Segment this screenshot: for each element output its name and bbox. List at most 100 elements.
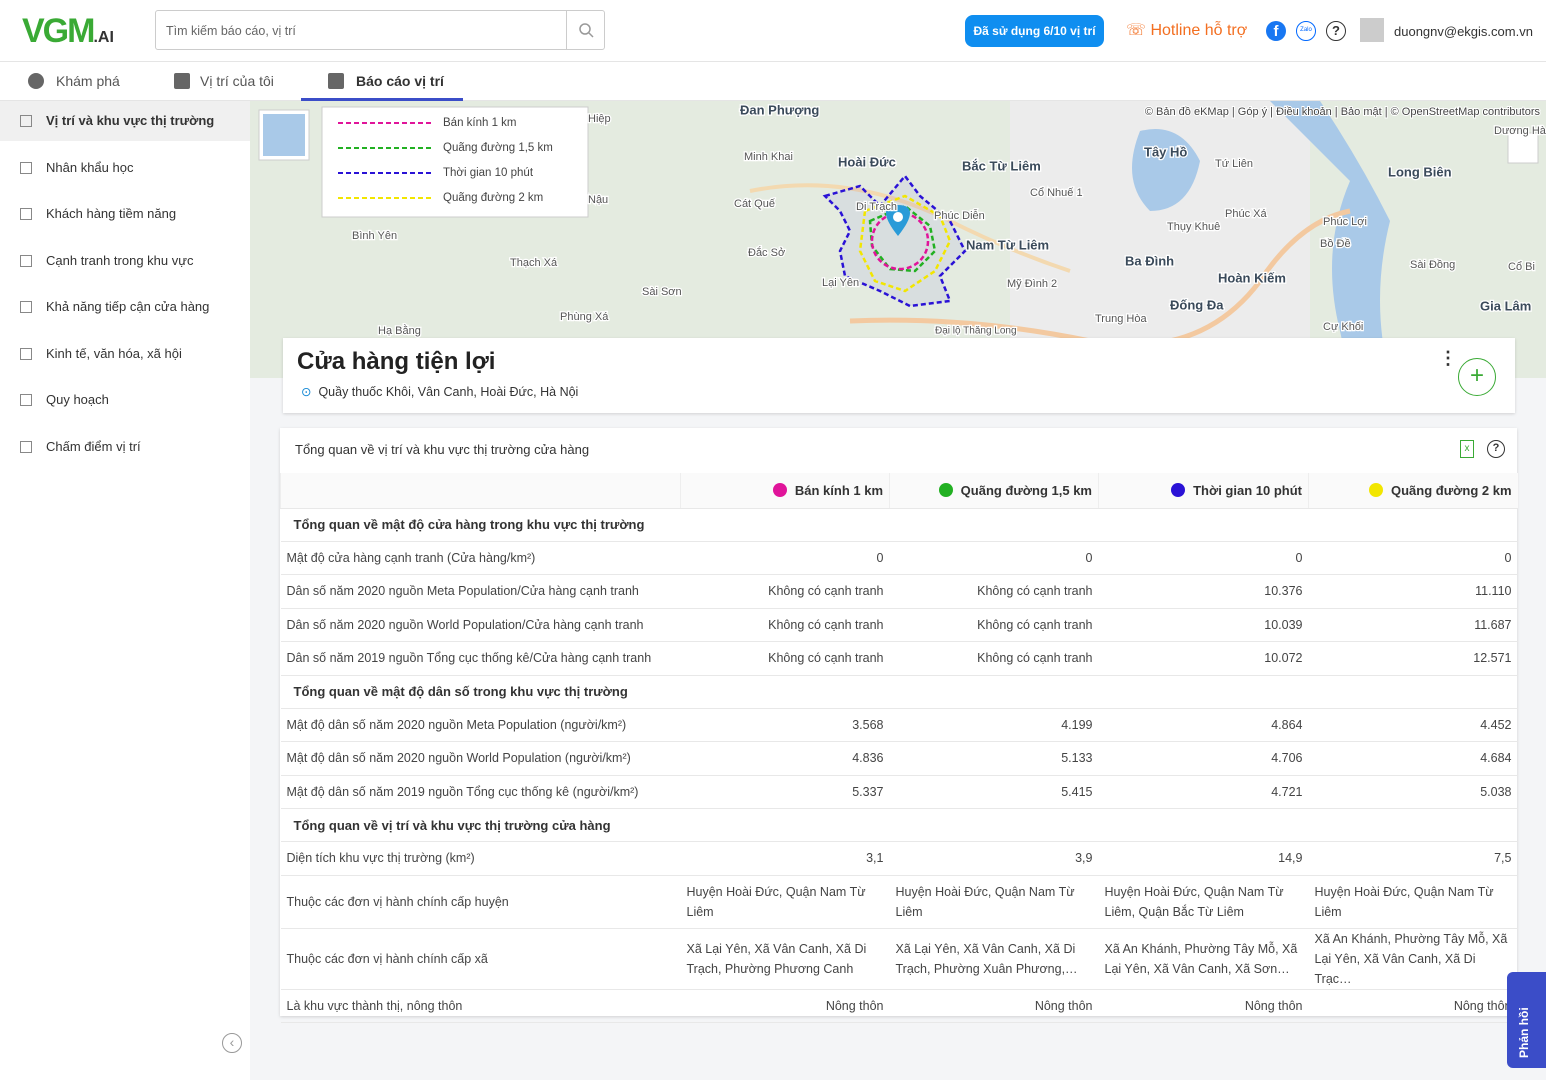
column-label: Bán kính 1 km <box>794 482 883 498</box>
cell-value: Nông thôn <box>1098 989 1309 1023</box>
sidebar-item[interactable]: Chấm điểm vị trí <box>0 427 250 467</box>
more-menu[interactable]: ⋮ <box>1439 348 1457 368</box>
sidebar-item[interactable]: Cạnh tranh trong khu vực <box>0 241 250 281</box>
cell-value: 4.684 <box>1308 741 1518 776</box>
tab-icon <box>328 73 344 89</box>
column-label: Quãng đường 1,5 km <box>960 482 1092 498</box>
minimap-image <box>263 114 305 156</box>
search-button[interactable] <box>566 11 604 49</box>
place-label: Thạch Xá <box>510 257 558 269</box>
sidebar-label: Chấm điểm vị trí <box>46 438 141 454</box>
tab[interactable]: Báo cáo vị trí <box>356 73 444 89</box>
place-label: Tứ Liên <box>1215 158 1253 170</box>
sidebar-icon <box>20 301 32 313</box>
cell-value: Xã Lại Yên, Xã Vân Canh, Xã Di Trạch, Ph… <box>680 928 890 990</box>
sidebar-icon <box>20 254 32 267</box>
sidebar-label: Nhân khẩu học <box>46 159 134 175</box>
tab[interactable]: Khám phá <box>56 73 120 89</box>
data-row: Diện tích khu vực thị trường (km²) 3,1 3,9… <box>280 841 1518 876</box>
place-label: Đan Phượng <box>740 102 819 117</box>
address-text: Quầy thuốc Khôi, Vân Canh, Hoài Đức, Hà … <box>318 385 579 399</box>
tab[interactable]: Vị trí của tôi <box>200 73 274 89</box>
cell-value: Không có cạnh tranh <box>680 608 890 642</box>
place-label: Mỹ Đình 2 <box>1007 278 1057 290</box>
fullscreen-button[interactable] <box>1507 132 1539 164</box>
hotline[interactable]: ☏ Hotline hỗ trợ <box>1126 22 1248 39</box>
cell-value: Nông thôn <box>680 989 890 1023</box>
overview-table: Bán kính 1 km Quãng đường 1,5 km Thời gian… <box>280 473 1518 1023</box>
user-email[interactable]: duongnv@ekgis.com.vn <box>1394 24 1533 39</box>
pin-dot <box>893 212 903 222</box>
avatar[interactable] <box>1360 18 1384 42</box>
sidebar-icon <box>20 440 32 453</box>
sidebar-label: Khách hàng tiềm năng <box>46 206 177 221</box>
cell-value: 0 <box>1098 541 1309 575</box>
facebook-icon[interactable]: f <box>1266 21 1286 41</box>
cell-value: 3.568 <box>680 708 890 742</box>
cell-value: 0 <box>680 541 890 575</box>
zalo-icon[interactable]: Zalo <box>1296 21 1316 41</box>
cell-value: 4.199 <box>889 708 1099 742</box>
cell-value: 12.571 <box>1308 641 1518 676</box>
add-button[interactable]: + <box>1458 358 1496 396</box>
excel-export[interactable]: x <box>1460 440 1474 458</box>
place-label: Phúc Xá <box>1225 208 1267 220</box>
color-dot <box>1171 482 1186 497</box>
place-label: Nam Từ Liêm <box>966 237 1049 252</box>
sidebar-item[interactable]: Quy hoạch <box>0 380 250 420</box>
feedback-tab[interactable]: Phản hồi <box>1507 972 1546 1068</box>
section-title: Tổng quan về vị trí và khu vực thị trườn… <box>280 808 1518 842</box>
sidebar-item[interactable]: Khả năng tiếp cận cửa hàng <box>0 287 250 327</box>
cell-value: 4.864 <box>1098 708 1309 742</box>
cell-value: 5.038 <box>1308 775 1518 809</box>
row-label: Thuộc các đơn vị hành chính cấp xã <box>280 928 681 990</box>
cell-value: Huyện Hoài Đức, Quận Nam Từ Liêm <box>889 875 1099 929</box>
color-dot <box>772 482 787 497</box>
distance-2km <box>858 194 952 293</box>
data-row: Mật độ dân số năm 2019 nguồn Tổng cục th… <box>280 775 1518 809</box>
data-row: Mật độ cửa hàng cạnh tranh (Cửa hàng/km²… <box>280 541 1518 575</box>
sidebar-item[interactable]: Kinh tế, văn hóa, xã hội <box>0 334 250 374</box>
map[interactable]: Đan Phượng Hoài Đức Bắc Từ Liêm Tây Hồ Long … <box>250 101 1546 378</box>
isochrone-10min <box>822 173 967 308</box>
place-label: Sài Đồng <box>1410 259 1455 271</box>
table-help[interactable]: ? <box>1487 440 1505 458</box>
place-label: Đắc Sở <box>748 246 785 259</box>
cell-value: 11.110 <box>1308 574 1518 609</box>
cell-value: Không có cạnh tranh <box>889 608 1099 642</box>
sidebar-icon <box>20 208 32 220</box>
cell-value: Huyện Hoài Đức, Quận Nam Từ Liêm <box>1308 875 1518 929</box>
collapse-button[interactable]: ‹ <box>222 1033 242 1053</box>
map-attribution: © Bản đồ eKMap | Góp ý | Điều khoản | Bả… <box>1145 106 1541 118</box>
cell-value: Nông thôn <box>1308 989 1518 1023</box>
row-label: Mật độ cửa hàng cạnh tranh (Cửa hàng/km²… <box>280 541 681 575</box>
tab-underline <box>301 98 463 101</box>
data-row: Dân số năm 2020 nguồn Meta Population/Cử… <box>280 574 1518 609</box>
cell-value: 10.376 <box>1098 574 1309 609</box>
store-title: Cửa hàng tiện lợi <box>297 348 496 375</box>
legend-label: Thời gian 10 phút <box>443 167 534 179</box>
row-label: Dân số năm 2019 nguồn Tổng cục thống kê/… <box>280 641 681 676</box>
place-label: Cổ Bi <box>1508 261 1535 273</box>
cell-value: Không có cạnh tranh <box>889 641 1099 676</box>
place-label: Đại lộ Thăng Long <box>935 326 1017 337</box>
logo[interactable]: VGM.AI <box>22 12 114 51</box>
map-canvas: Đan Phượng Hoài Đức Bắc Từ Liêm Tây Hồ Long … <box>250 101 1546 378</box>
search-box[interactable]: Tìm kiếm báo cáo, vị trí <box>155 10 605 50</box>
cell-value: Huyện Hoài Đức, Quận Nam Từ Liêm <box>680 875 890 929</box>
usage-button[interactable]: Đã sử dụng 6/10 vị trí <box>965 15 1104 47</box>
sidebar-label: Quy hoạch <box>46 392 109 407</box>
column-header: Quãng đường 2 km <box>1308 473 1518 509</box>
header-row: Bán kính 1 km Quãng đường 1,5 km Thời gian… <box>280 473 1518 509</box>
cell-value: 7,5 <box>1308 841 1518 876</box>
cell-value: 5.133 <box>889 741 1099 776</box>
sidebar-icon <box>20 394 32 406</box>
help-icon[interactable]: ? <box>1326 21 1346 41</box>
data-row: Thuộc các đơn vị hành chính cấp xã Xã Lại… <box>280 928 1518 990</box>
place-label: Di Trạch <box>856 201 897 213</box>
search-icon <box>579 23 594 38</box>
sidebar-item[interactable]: Khách hàng tiềm năng <box>0 194 250 234</box>
sidebar-item[interactable]: Nhân khẩu học <box>0 148 250 188</box>
sidebar-item[interactable]: Vị trí và khu vực thị trường <box>0 101 250 141</box>
cell-value: Không có cạnh tranh <box>680 641 890 676</box>
